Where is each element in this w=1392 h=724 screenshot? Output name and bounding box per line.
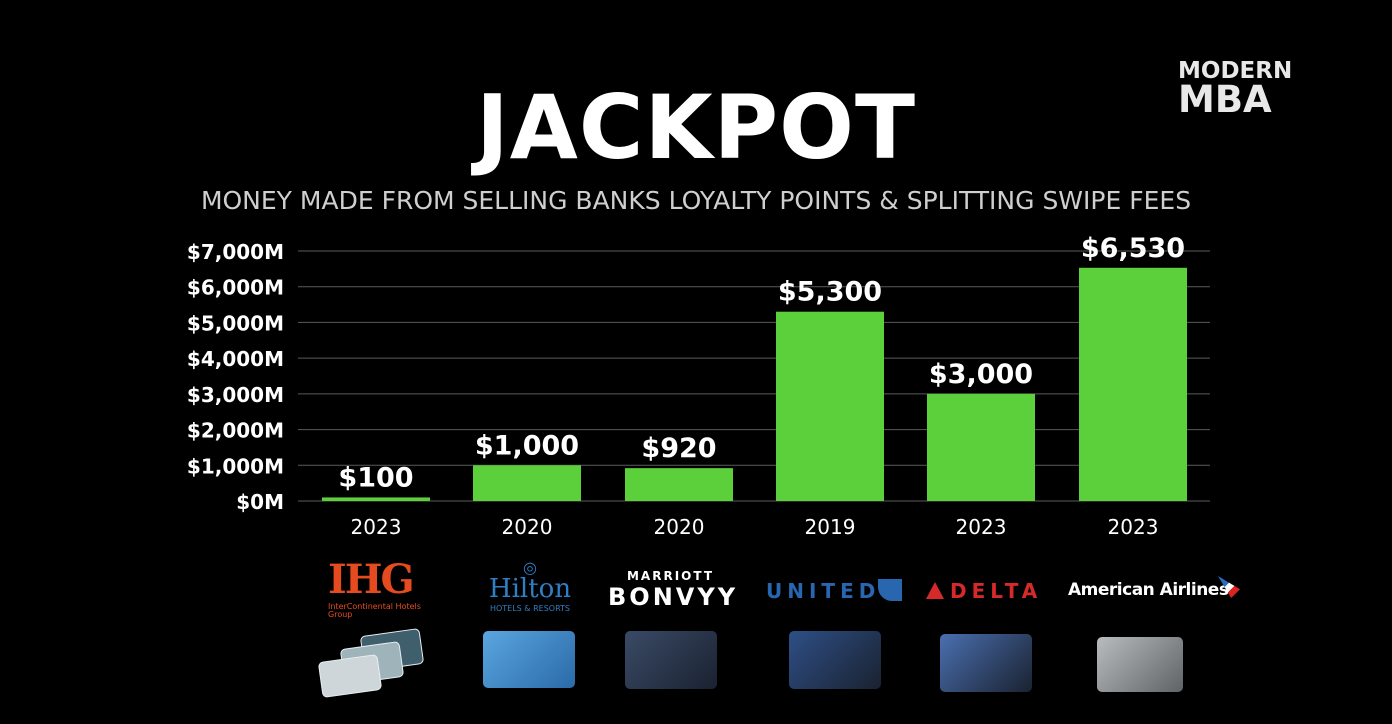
y-tick-label: $7,000M [187,240,284,264]
ihg-sub-text: InterContinental Hotels Group [328,602,421,619]
x-tick-label: 2019 [805,515,856,539]
delta-card [940,634,1032,692]
x-tick-label: 2020 [654,515,705,539]
brand-line2: MBA [1178,78,1272,121]
aadvantage-card [1097,637,1183,692]
delta-logo-text: DELTA [950,579,1043,603]
x-tick-label: 2023 [1108,515,1159,539]
chart-subtitle: MONEY MADE FROM SELLING BANKS LOYALTY PO… [200,186,1192,215]
bar [473,465,581,501]
x-tick-label: 2023 [956,515,1007,539]
y-tick-label: $2,000M [187,419,284,443]
delta-logo: DELTA [926,581,1051,601]
y-tick-label: $0M [236,490,284,514]
hilton-logo-text: Hilton [488,574,572,604]
marriott-logo: MARRIOTT BONVΥY [608,569,739,611]
marriott-card [625,631,717,689]
chart-title: JACKPOT [476,76,916,179]
y-tick-label: $3,000M [187,383,284,407]
data-label: $6,530 [1081,233,1185,264]
y-tick-label: $4,000M [187,347,284,371]
delta-widget-icon [926,582,944,599]
bar [322,497,430,501]
bar [776,311,884,501]
united-globe-icon [878,579,902,601]
marriott-sub-text: MARRIOTT [626,569,715,583]
data-label: $3,000 [929,359,1033,390]
data-label: $100 [338,462,413,493]
brand-line1: MODERN [1178,58,1293,84]
data-label: $5,300 [778,277,882,308]
united-card [789,631,881,689]
modern-mba-logo: MODERN MBA [1178,58,1293,121]
marriott-logo-text: BONVΥY [608,583,739,611]
x-tick-label: 2023 [351,515,402,539]
y-tick-label: $5,000M [187,311,284,335]
data-label: $920 [641,433,716,464]
hilton-emblem-icon: ◎ [523,558,537,577]
y-tick-label: $6,000M [187,276,284,300]
y-tick-label: $1,000M [187,454,284,478]
bar [625,468,733,501]
american-logo-text: American Airlines [1068,580,1229,600]
hilton-sub-text: HOTELS & RESORTS [489,604,571,613]
x-tick-label: 2020 [502,515,553,539]
ihg-logo-text: IHG [328,556,415,603]
data-label: $1,000 [475,430,579,461]
ihg-logo: IHG InterContinental Hotels Group [328,560,438,619]
hilton-logo: ◎ Hilton HOTELS & RESORTS [480,560,580,613]
bar [1079,267,1187,501]
united-logo-text: UNITED [766,579,881,603]
united-logo: UNITED [766,579,906,603]
american-logo: American Airlines [1068,576,1240,600]
hilton-card [483,631,575,688]
bar [927,393,1035,501]
